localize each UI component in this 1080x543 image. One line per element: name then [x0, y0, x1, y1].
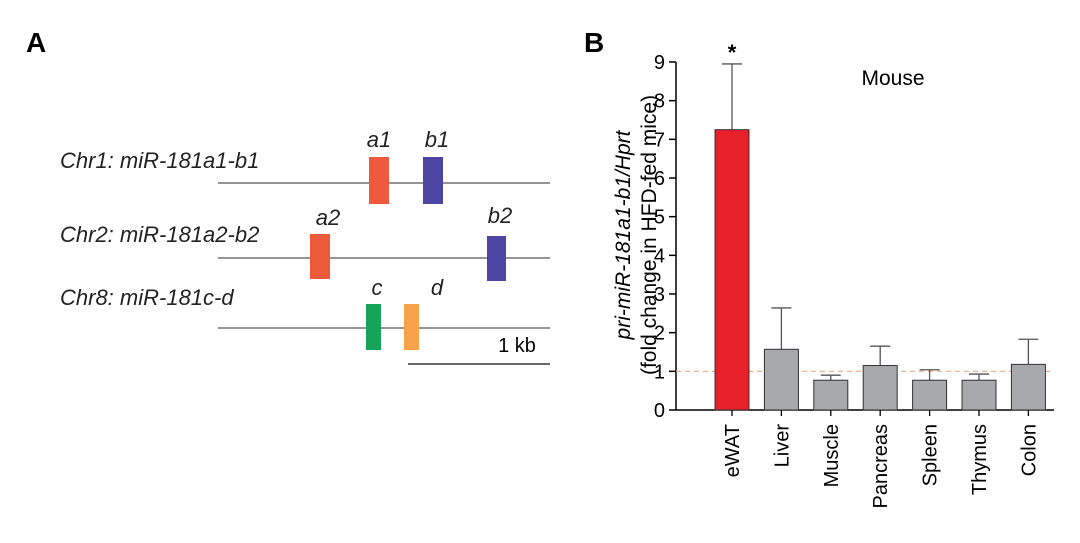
bar-chart: 0 1 2 3 4 5 6 7 8 9 eWAT * Liver Muscle Pancreas Spleen…: [654, 40, 1054, 509]
y-tick-label: 9: [654, 52, 665, 74]
x-tick-label: eWAT: [722, 424, 744, 477]
gene-label-b2: b2: [488, 203, 512, 228]
species-annotation: Mouse: [861, 67, 924, 90]
locus-3: Chr8: miR-181c-d c d: [60, 275, 550, 350]
gene-label-a2: a2: [316, 205, 340, 230]
gene-block-a2: [310, 234, 330, 279]
y-tick-label: 1: [654, 361, 665, 383]
gene-block-b2: [487, 236, 506, 281]
y-tick-label: 8: [654, 91, 665, 113]
y-tick-label: 2: [654, 323, 665, 345]
gene-label-d: d: [431, 275, 444, 300]
locus-1: Chr1: miR-181a1-b1 a1 b1: [60, 127, 550, 204]
gene-label-c: c: [372, 275, 383, 300]
panel-a-letter: A: [26, 27, 46, 58]
panel-a-gene-loci: Chr1: miR-181a1-b1 a1 b1 Chr2: miR-181a2-b2…: [60, 127, 550, 350]
locus-2: Chr2: miR-181a2-b2 a2 b2: [60, 203, 550, 281]
y-tick-label: 5: [654, 207, 665, 229]
panel-b-letter: B: [584, 27, 604, 58]
gene-block-b1: [423, 157, 443, 204]
bar-liver: [763, 348, 799, 411]
gene-label-a1: a1: [367, 127, 391, 152]
gene-block-c: [366, 304, 381, 350]
y-tick-label: 7: [654, 129, 665, 151]
x-tick-label: Muscle: [821, 424, 843, 487]
bar-ewat: [714, 129, 750, 411]
locus-label: Chr1: miR-181a1-b1: [60, 148, 259, 173]
scale-bar-label: 1 kb: [498, 335, 536, 357]
gene-label-b1: b1: [425, 127, 449, 152]
y-tick-label: 4: [654, 245, 665, 267]
y-axis-title-line1: pri-miR-181a1-b1/Hprt: [612, 129, 635, 340]
locus-label: Chr2: miR-181a2-b2: [60, 222, 259, 247]
significance-marker: *: [728, 40, 737, 65]
x-tick-label: Liver: [771, 424, 793, 468]
y-tick-label: 3: [654, 284, 665, 306]
scale-bar: 1 kb: [408, 335, 550, 365]
bar-spleen: [912, 379, 948, 411]
bar-colon: [1010, 363, 1046, 411]
y-axis-title-line2: (fold change in HFD-fed mice): [638, 95, 661, 375]
x-tick-label: Pancreas: [870, 424, 892, 509]
y-axis-title: pri-miR-181a1-b1/Hprt (fold change in HF…: [612, 95, 661, 375]
y-tick-label: 0: [654, 400, 665, 422]
x-tick-label: Spleen: [920, 424, 942, 486]
x-tick-label: Thymus: [969, 424, 991, 495]
x-tick-label: Colon: [1018, 424, 1040, 476]
gene-block-d: [404, 304, 419, 350]
bar-muscle: [813, 379, 849, 411]
gene-block-a1: [369, 157, 389, 204]
bar-thymus: [961, 379, 997, 411]
y-tick-label: 6: [654, 168, 665, 190]
bar-pancreas: [862, 365, 898, 411]
locus-label: Chr8: miR-181c-d: [60, 285, 234, 310]
